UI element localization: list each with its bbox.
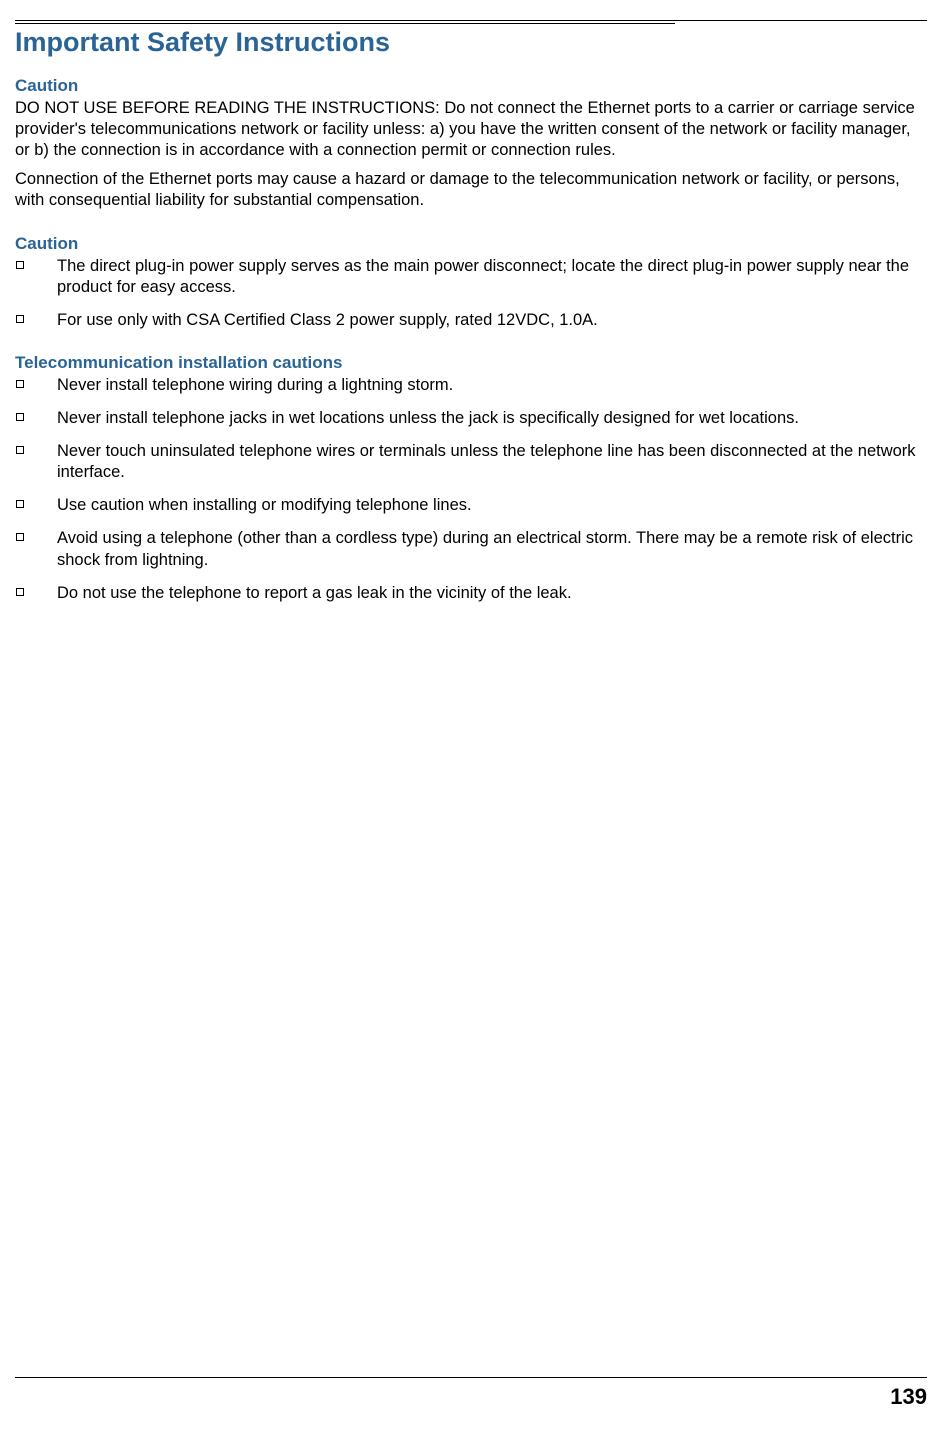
- title-horizontal-rule: [15, 23, 675, 24]
- list-item: Do not use the telephone to report a gas…: [15, 583, 927, 604]
- bullet-square-icon: [16, 446, 24, 454]
- caution1-paragraph-2: Connection of the Ethernet ports may cau…: [15, 169, 927, 211]
- bullet-square-icon: [16, 588, 24, 596]
- page-number: 139: [15, 1384, 927, 1410]
- list-item-text: For use only with CSA Certified Class 2 …: [57, 311, 598, 329]
- caution-section-1: Caution DO NOT USE BEFORE READING THE IN…: [15, 76, 927, 212]
- list-item-text: The direct plug-in power supply serves a…: [57, 257, 909, 296]
- list-item: Use caution when installing or modifying…: [15, 495, 927, 516]
- telecom-heading: Telecommunication installation cautions: [15, 353, 927, 373]
- list-item-text: Avoid using a telephone (other than a co…: [57, 529, 913, 568]
- list-item-text: Never install telephone jacks in wet loc…: [57, 409, 799, 427]
- caution1-heading: Caution: [15, 76, 927, 96]
- bullet-square-icon: [16, 315, 24, 323]
- telecom-section: Telecommunication installation cautions …: [15, 353, 927, 604]
- list-item-text: Never install telephone wiring during a …: [57, 376, 453, 394]
- list-item: Avoid using a telephone (other than a co…: [15, 528, 927, 570]
- bullet-square-icon: [16, 533, 24, 541]
- caution2-bullet-list: The direct plug-in power supply serves a…: [15, 256, 927, 331]
- bullet-square-icon: [16, 413, 24, 421]
- page-title: Important Safety Instructions: [15, 27, 927, 58]
- caution-section-2: Caution The direct plug-in power supply …: [15, 234, 927, 331]
- list-item-text: Do not use the telephone to report a gas…: [57, 584, 572, 602]
- bullet-square-icon: [16, 500, 24, 508]
- top-horizontal-rule: [15, 20, 927, 21]
- footer-horizontal-rule: [15, 1377, 927, 1378]
- list-item: Never install telephone wiring during a …: [15, 375, 927, 396]
- list-item: Never touch uninsulated telephone wires …: [15, 441, 927, 483]
- caution1-paragraph-1: DO NOT USE BEFORE READING THE INSTRUCTIO…: [15, 98, 927, 161]
- bullet-square-icon: [16, 380, 24, 388]
- list-item: The direct plug-in power supply serves a…: [15, 256, 927, 298]
- list-item-text: Use caution when installing or modifying…: [57, 496, 472, 514]
- page-footer: 139: [15, 1377, 927, 1410]
- list-item-text: Never touch uninsulated telephone wires …: [57, 442, 916, 481]
- caution2-heading: Caution: [15, 234, 927, 254]
- list-item: For use only with CSA Certified Class 2 …: [15, 310, 927, 331]
- list-item: Never install telephone jacks in wet loc…: [15, 408, 927, 429]
- telecom-bullet-list: Never install telephone wiring during a …: [15, 375, 927, 604]
- bullet-square-icon: [16, 261, 24, 269]
